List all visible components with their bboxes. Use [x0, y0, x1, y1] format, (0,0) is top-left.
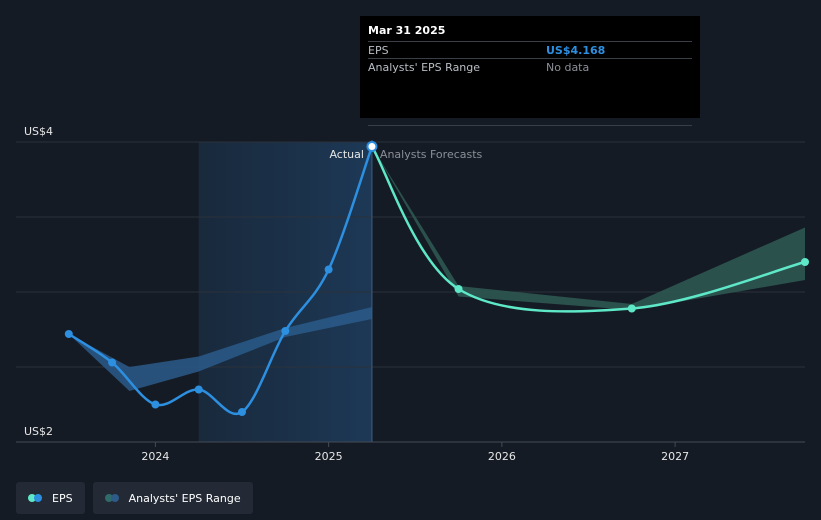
eps-markers: [64, 141, 809, 416]
eps-line-forecast: [370, 145, 806, 313]
legend-range[interactable]: Analysts' EPS Range: [92, 482, 253, 514]
eps-legend-icon: [28, 493, 44, 503]
y-tick-label: US$2: [24, 425, 53, 438]
x-tick-label: 2027: [661, 450, 689, 463]
legend-eps[interactable]: EPS: [16, 482, 85, 514]
tooltip-date: Mar 31 2025: [368, 24, 446, 37]
eps-range-bands: [68, 146, 805, 391]
eps-range-band-past: [68, 307, 372, 391]
eps-range-band-forecast: [371, 146, 805, 310]
x-axis-ticks: 2024 2025 2026 2027: [141, 442, 689, 463]
eps-point[interactable]: [151, 400, 160, 409]
y-tick-label: US$4: [24, 125, 53, 138]
tooltip-range-value: No data: [546, 61, 590, 74]
x-tick-label: 2025: [315, 450, 343, 463]
eps-forecast-point[interactable]: [454, 285, 463, 293]
eps-point[interactable]: [324, 265, 333, 274]
tooltip-range-label: Analysts' EPS Range: [368, 61, 481, 74]
range-legend-icon: [104, 493, 121, 503]
eps-point[interactable]: [281, 327, 290, 335]
legend-eps-label: EPS: [52, 491, 73, 505]
legend: EPS Analysts' EPS Range: [16, 482, 253, 514]
tooltip-eps-row: EPS US$4.168: [368, 41, 692, 59]
x-tick-label: 2026: [488, 450, 516, 463]
actual-label: Actual: [329, 148, 363, 161]
eps-forecast-point[interactable]: [627, 304, 636, 313]
y-axis-ticks: US$2 US$4: [24, 125, 53, 438]
tooltip-divider: [368, 125, 692, 126]
eps-point-highlight[interactable]: [366, 141, 378, 152]
tooltip-eps-label: EPS: [368, 44, 389, 57]
legend-range-label: Analysts' EPS Range: [128, 491, 241, 505]
tooltip-range-row: Analysts' EPS Range No data: [368, 58, 692, 76]
eps-point[interactable]: [238, 408, 247, 416]
x-tick-label: 2024: [141, 450, 169, 463]
eps-point[interactable]: [64, 330, 73, 338]
tooltip: Mar 31 2025 EPS US$4.168 Analysts' EPS R…: [360, 16, 700, 126]
forecast-label: Analysts Forecasts: [380, 148, 483, 161]
tooltip-eps-value: US$4.168: [546, 44, 606, 57]
eps-forecast-point[interactable]: [801, 258, 809, 266]
eps-point[interactable]: [108, 358, 117, 367]
eps-point[interactable]: [194, 385, 203, 394]
